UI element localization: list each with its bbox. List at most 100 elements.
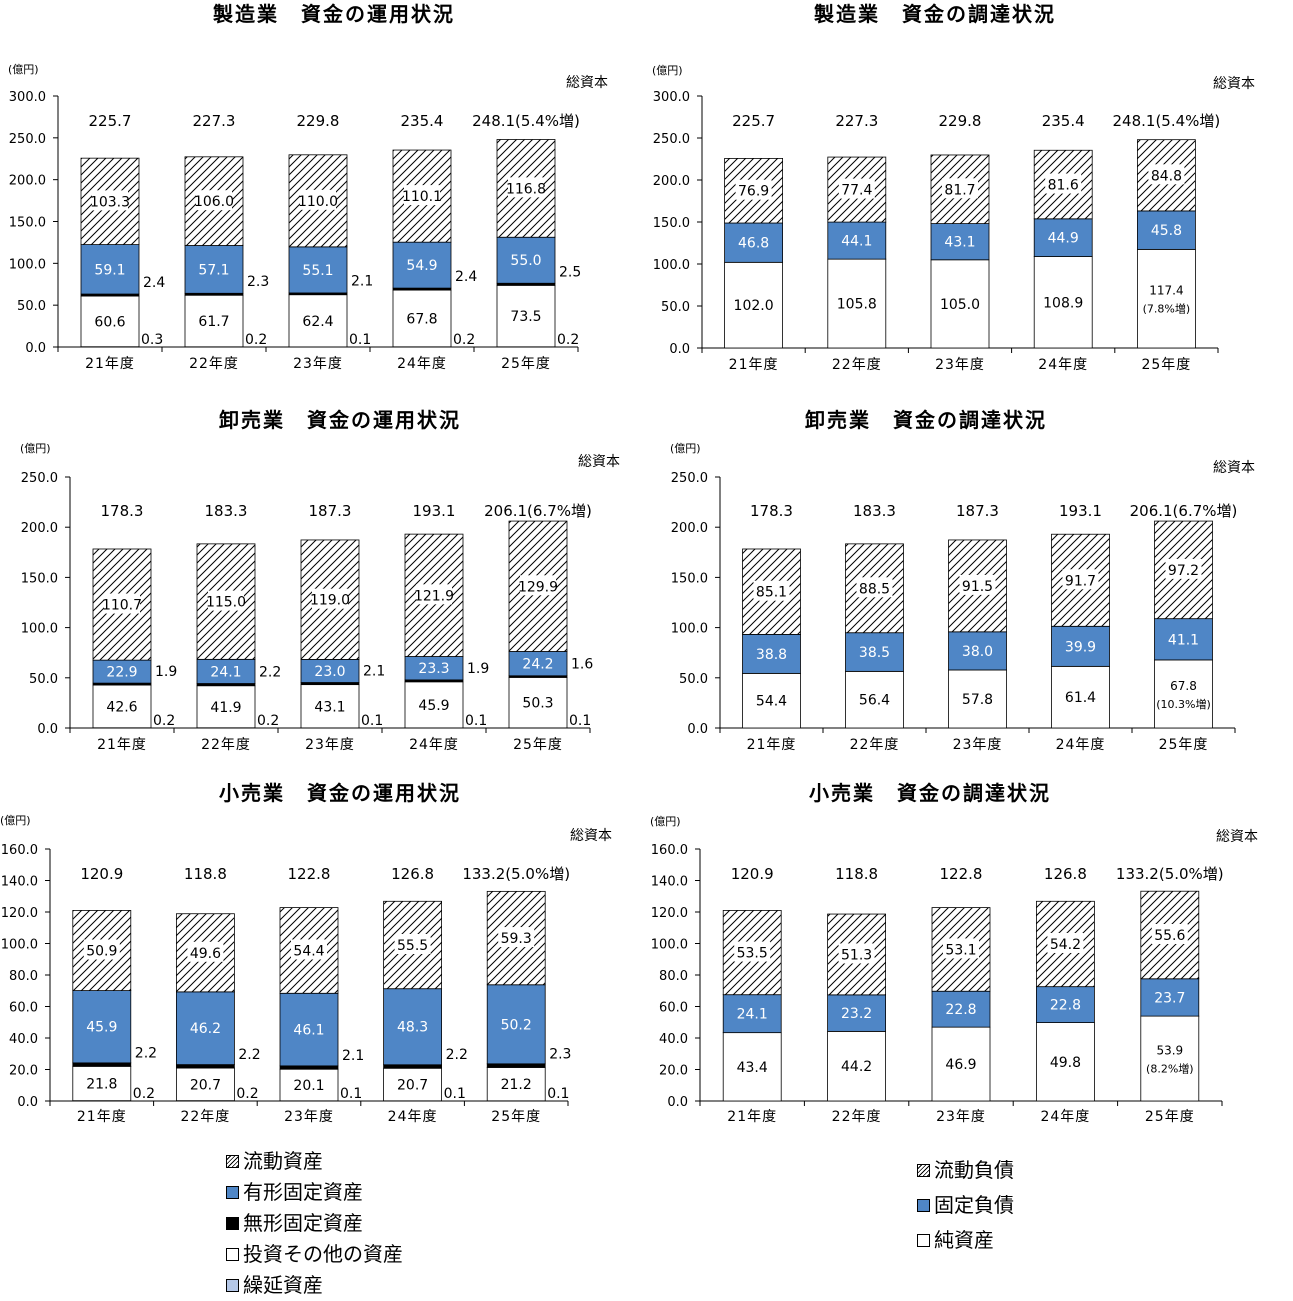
data-label: 22.8 — [1050, 998, 1081, 1014]
legend-label: 純資産 — [934, 1228, 994, 1252]
data-label-bg — [1047, 932, 1084, 953]
data-label: 115.0 — [206, 595, 246, 611]
total-label: 193.1 — [1059, 502, 1102, 520]
data-label: 20.7 — [397, 1078, 428, 1094]
legend-label: 投資その他の資産 — [243, 1242, 403, 1266]
total-label: 225.7 — [732, 112, 775, 130]
data-label-bg — [104, 593, 140, 614]
data-label: 54.9 — [406, 258, 437, 274]
data-label: 0.1 — [361, 713, 383, 729]
data-label: 54.4 — [293, 943, 324, 959]
data-label: 54.2 — [1050, 937, 1081, 953]
y-tick-label: 100.0 — [1, 938, 38, 953]
y-tick-label: 40.0 — [9, 1032, 38, 1047]
data-label: 44.2 — [841, 1059, 872, 1075]
data-label: 44.9 — [1048, 231, 1079, 247]
legend-item: 純資産 — [917, 1223, 1014, 1258]
data-label: 49.6 — [190, 946, 221, 962]
x-tick-label: 22年度 — [832, 1109, 882, 1125]
data-label-bg — [416, 584, 452, 605]
chart-title: 卸売業 資金の調達状況 — [805, 408, 1047, 432]
legend-swatch-white — [226, 1248, 239, 1261]
y-tick-label: 150.0 — [21, 571, 58, 586]
bar-segment — [724, 222, 783, 263]
bar-segment — [184, 294, 244, 348]
data-label: 2.2 — [259, 665, 281, 681]
data-label: 88.5 — [859, 581, 890, 597]
y-tick-label: 150.0 — [9, 216, 46, 231]
data-label: 0.1 — [465, 713, 487, 729]
legend-item: 流動資産 — [226, 1146, 403, 1177]
x-tick-label: 25年度 — [1141, 357, 1191, 373]
data-label-bg — [300, 189, 336, 210]
legend-swatch-lightblue — [226, 1279, 239, 1292]
y-tick-label: 160.0 — [1, 843, 38, 858]
y-tick-label: 120.0 — [651, 906, 688, 921]
y-tick-label: 150.0 — [653, 216, 690, 231]
bar-segment — [930, 223, 990, 261]
y-tick-label: 160.0 — [651, 843, 688, 858]
data-label-bg — [312, 588, 348, 609]
data-label: 105.0 — [940, 297, 980, 313]
bar-segment — [486, 1063, 546, 1068]
x-tick-label: 24年度 — [1038, 357, 1088, 373]
bar-segment — [1154, 520, 1213, 620]
y-tick-label: 200.0 — [9, 174, 46, 189]
data-label: 53.1 — [945, 942, 976, 958]
y-tick-label: 200.0 — [671, 521, 708, 536]
x-tick-label: 23年度 — [293, 356, 343, 372]
data-label-bg — [856, 577, 893, 598]
x-tick-label: 25年度 — [491, 1109, 541, 1125]
data-label: 57.1 — [198, 262, 229, 278]
data-label: 0.2 — [257, 713, 279, 729]
legend-label: 固定負債 — [934, 1193, 1014, 1217]
legend-source: 流動負債 固定負債 純資産 — [917, 1153, 1014, 1258]
data-label: 24.1 — [210, 664, 241, 680]
unit-label: (億円) — [20, 442, 51, 455]
data-label: 110.7 — [102, 598, 142, 614]
data-label: 54.4 — [756, 694, 787, 710]
legend-swatch-blue — [917, 1199, 930, 1212]
data-label: 55.0 — [510, 253, 541, 269]
data-label: 0.1 — [340, 1086, 362, 1102]
y-tick-label: 100.0 — [21, 622, 58, 637]
data-label: 1.6 — [571, 656, 593, 672]
data-label: 81.6 — [1048, 178, 1079, 194]
bar-segment — [80, 244, 140, 295]
bar-segment — [92, 684, 152, 729]
data-label: 2.5 — [559, 264, 581, 280]
y-tick-label: 300.0 — [9, 90, 46, 105]
total-label: 235.4 — [401, 112, 444, 130]
total-label: 187.3 — [309, 502, 352, 520]
total-label: 178.3 — [101, 502, 144, 520]
bar-segment — [742, 672, 801, 729]
data-label: 57.8 — [962, 692, 993, 708]
data-label: 22.8 — [945, 1002, 976, 1018]
chart-5: 小売業 資金の運用状況 (億円) 総資本 0.0 20.0 40.0 60.0 80.0 100… — [0, 781, 612, 1125]
data-label-bg — [187, 941, 224, 962]
total-label: 183.3 — [205, 502, 248, 520]
x-tick-label: 23年度 — [284, 1109, 334, 1125]
bar-segment — [279, 992, 339, 1067]
data-label: 0.1 — [547, 1086, 569, 1102]
data-label: 21.8 — [86, 1077, 117, 1093]
data-label: 116.8 — [506, 181, 546, 197]
legend-label: 有形固定資産 — [243, 1180, 363, 1204]
y-tick-label: 60.0 — [659, 1001, 688, 1016]
data-label: 0.3 — [141, 332, 163, 348]
y-tick-label: 200.0 — [653, 174, 690, 189]
x-tick-label: 23年度 — [936, 1109, 986, 1125]
y-tick-label: 150.0 — [671, 571, 708, 586]
y-tick-label: 20.0 — [9, 1064, 38, 1079]
data-label: 20.1 — [293, 1078, 324, 1094]
chart-title: 製造業 資金の運用状況 — [213, 2, 455, 26]
bar-segment — [827, 258, 887, 349]
x-tick-label: 24年度 — [388, 1109, 438, 1125]
data-label-sub: (8.2%増) — [1146, 1063, 1194, 1076]
data-label: 2.2 — [135, 1045, 157, 1061]
y-tick-label: 50.0 — [661, 300, 690, 315]
x-tick-label: 25年度 — [501, 356, 551, 372]
data-label: 50.2 — [501, 1017, 532, 1033]
bar-segment — [1036, 986, 1095, 1023]
data-label: 24.2 — [522, 657, 553, 673]
